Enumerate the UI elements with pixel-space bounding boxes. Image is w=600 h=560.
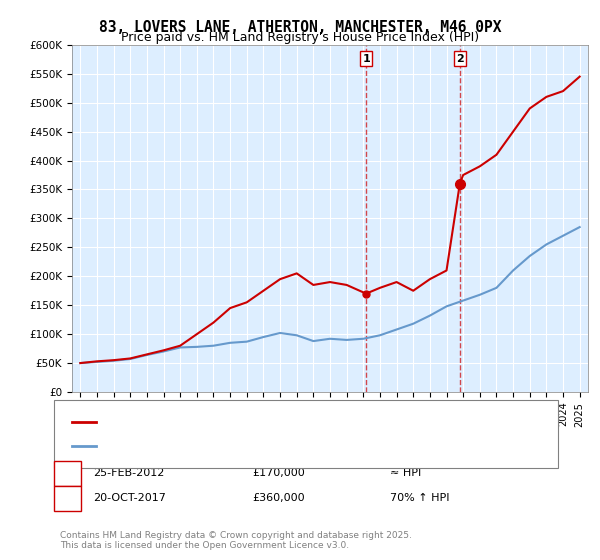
Text: £170,000: £170,000 xyxy=(252,468,305,478)
Text: HPI: Average price, detached house, Wigan: HPI: Average price, detached house, Wiga… xyxy=(102,441,328,451)
Text: 2: 2 xyxy=(64,493,71,503)
Text: 83, LOVERS LANE, ATHERTON, MANCHESTER, M46 0PX (detached house): 83, LOVERS LANE, ATHERTON, MANCHESTER, M… xyxy=(102,417,481,427)
Text: 25-FEB-2012: 25-FEB-2012 xyxy=(93,468,164,478)
Text: 1: 1 xyxy=(64,468,71,478)
Text: £360,000: £360,000 xyxy=(252,493,305,503)
Text: 20-OCT-2017: 20-OCT-2017 xyxy=(93,493,166,503)
Text: 83, LOVERS LANE, ATHERTON, MANCHESTER, M46 0PX: 83, LOVERS LANE, ATHERTON, MANCHESTER, M… xyxy=(99,20,501,35)
Text: ≈ HPI: ≈ HPI xyxy=(390,468,421,478)
Text: 1: 1 xyxy=(362,54,370,64)
Text: Contains HM Land Registry data © Crown copyright and database right 2025.
This d: Contains HM Land Registry data © Crown c… xyxy=(60,530,412,550)
Text: 70% ↑ HPI: 70% ↑ HPI xyxy=(390,493,449,503)
Text: Price paid vs. HM Land Registry's House Price Index (HPI): Price paid vs. HM Land Registry's House … xyxy=(121,31,479,44)
Text: 2: 2 xyxy=(456,54,464,64)
